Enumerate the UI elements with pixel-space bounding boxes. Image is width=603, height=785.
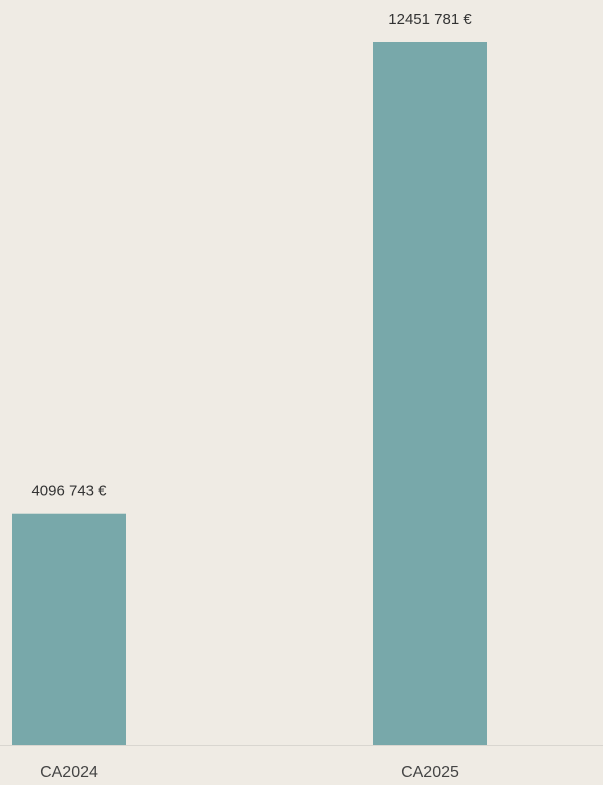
value-label: 4096 743 €: [31, 483, 107, 500]
x-tick-label: CA2024: [40, 764, 98, 781]
x-tick-label: CA2025: [401, 764, 459, 781]
bar: [12, 513, 126, 745]
value-label: 12451 781 €: [388, 11, 472, 28]
bar: [373, 42, 487, 745]
